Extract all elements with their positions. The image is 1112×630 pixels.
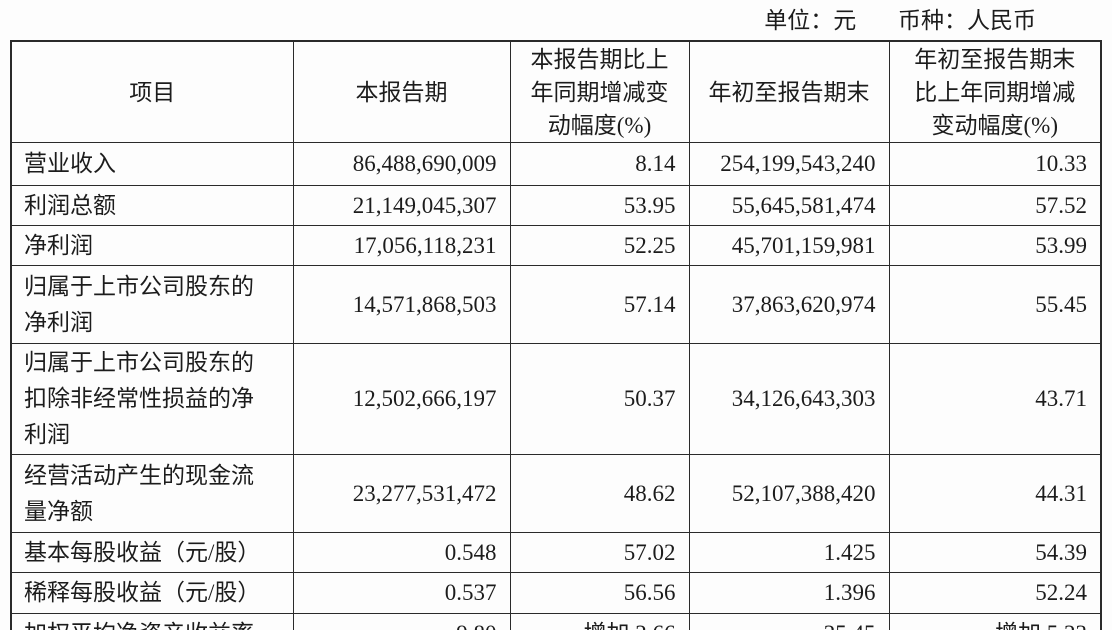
unit-label: 单位：元 — [764, 8, 857, 33]
cell-value: 57.02 — [509, 532, 690, 573]
row-label: 经营活动产生的现金流 量净额 — [10, 454, 294, 533]
cell-value: 57.52 — [888, 185, 1102, 226]
cell-value: 23,277,531,472 — [292, 454, 511, 533]
row-label: 营业收入 — [10, 142, 294, 186]
column-header-item: 项目 — [10, 40, 294, 143]
cell-value: 50.37 — [509, 343, 690, 455]
row-label: 基本每股收益（元/股） — [10, 532, 294, 573]
table-row-operating-revenue: 营业收入 86,488,690,009 8.14 254,199,543,240… — [10, 142, 1102, 186]
cell-value: 1.425 — [688, 532, 890, 573]
cell-value: 增加 2.66 — [509, 613, 690, 630]
cell-value: 53.99 — [888, 225, 1102, 266]
cell-value: 12,502,666,197 — [292, 343, 511, 455]
table-row-net-profit: 净利润 17,056,118,231 52.25 45,701,159,981 … — [10, 225, 1102, 266]
cell-value: 52.24 — [888, 572, 1102, 614]
cell-value: 1.396 — [688, 572, 890, 614]
cell-value: 21,149,045,307 — [292, 185, 511, 226]
row-label: 稀释每股收益（元/股） — [10, 572, 294, 614]
cell-value: 0.537 — [292, 572, 511, 614]
table-row-operating-cash-flow: 经营活动产生的现金流 量净额 23,277,531,472 48.62 52,1… — [10, 454, 1102, 533]
financial-summary-table: 项目 本报告期 本报告期比上 年同期增减变 动幅度(%) 年初至报告期末 年初至… — [10, 40, 1102, 630]
cell-value: 44.31 — [888, 454, 1102, 533]
column-header-ytd-change: 年初至报告期末 比上年同期增减 变动幅度(%) — [888, 40, 1102, 143]
cell-value: 增加 5.23 — [888, 613, 1102, 630]
header-row: 项目 本报告期 本报告期比上 年同期增减变 动幅度(%) 年初至报告期末 年初至… — [10, 40, 1102, 143]
cell-value: 43.71 — [888, 343, 1102, 455]
cell-value: 52.25 — [509, 225, 690, 266]
cell-value: 37,863,620,974 — [688, 265, 890, 344]
cell-value: 34,126,643,303 — [688, 343, 890, 455]
cell-value: 54.39 — [888, 532, 1102, 573]
table-row-basic-eps: 基本每股收益（元/股） 0.548 57.02 1.425 54.39 — [10, 532, 1102, 573]
cell-value: 55,645,581,474 — [688, 185, 890, 226]
cell-value: 10.33 — [888, 142, 1102, 186]
cell-value: 17,056,118,231 — [292, 225, 511, 266]
column-header-current-period: 本报告期 — [292, 40, 511, 143]
table-row-diluted-eps: 稀释每股收益（元/股） 0.537 56.56 1.396 52.24 — [10, 572, 1102, 614]
row-label: 归属于上市公司股东的 净利润 — [10, 265, 294, 344]
cell-value: 52,107,388,420 — [688, 454, 890, 533]
currency-label: 币种：人民币 — [898, 8, 1036, 33]
cell-value: 56.56 — [509, 572, 690, 614]
table-row-net-profit-attributable: 归属于上市公司股东的 净利润 14,571,868,503 57.14 37,8… — [10, 265, 1102, 344]
column-header-current-period-change: 本报告期比上 年同期增减变 动幅度(%) — [509, 40, 690, 143]
cell-value: 57.14 — [509, 265, 690, 344]
cell-value: 45,701,159,981 — [688, 225, 890, 266]
cell-value: 53.95 — [509, 185, 690, 226]
cell-value: 25.45 — [688, 613, 890, 630]
cell-value: 86,488,690,009 — [292, 142, 511, 186]
cell-value: 14,571,868,503 — [292, 265, 511, 344]
cell-value: 8.14 — [509, 142, 690, 186]
table-row-total-profit: 利润总额 21,149,045,307 53.95 55,645,581,474… — [10, 185, 1102, 226]
row-label: 加权平均净资产收益率 — [10, 613, 294, 630]
row-label: 利润总额 — [10, 185, 294, 226]
cell-value: 9.80 — [292, 613, 511, 630]
cell-value: 55.45 — [888, 265, 1102, 344]
row-label: 归属于上市公司股东的 扣除非经常性损益的净 利润 — [10, 343, 294, 455]
table-row-weighted-avg-roe: 加权平均净资产收益率 9.80 增加 2.66 25.45 增加 5.23 — [10, 613, 1102, 630]
cell-value: 254,199,543,240 — [688, 142, 890, 186]
cell-value: 0.548 — [292, 532, 511, 573]
table-row-net-profit-excl-nonrecurring: 归属于上市公司股东的 扣除非经常性损益的净 利润 12,502,666,197 … — [10, 343, 1102, 455]
unit-currency-line: 单位：元 币种：人民币 — [0, 6, 1036, 36]
row-label: 净利润 — [10, 225, 294, 266]
column-header-ytd: 年初至报告期末 — [688, 40, 890, 143]
cell-value: 48.62 — [509, 454, 690, 533]
